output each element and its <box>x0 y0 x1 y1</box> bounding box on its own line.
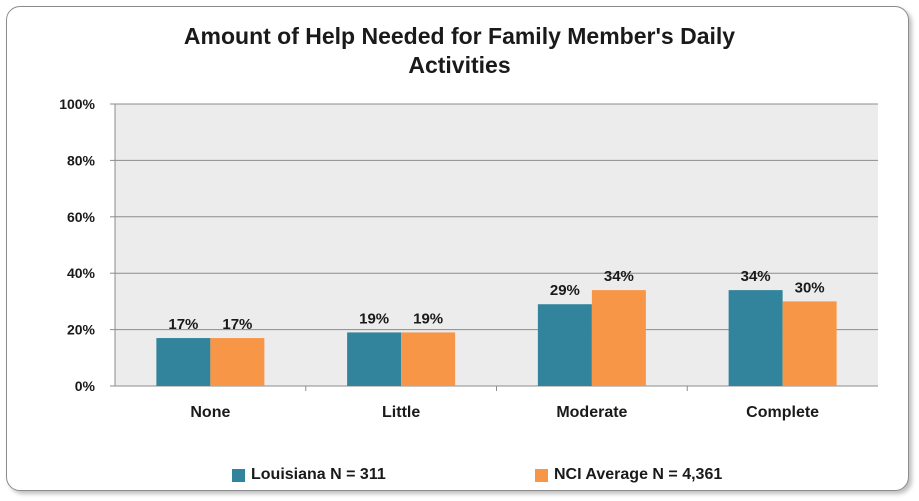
chart-title-line-2: Activities <box>408 52 511 78</box>
data-label-complete-series-1: 34% <box>741 268 771 285</box>
data-label-none-series-2: 17% <box>222 316 252 333</box>
chart-title: Amount of Help Needed for Family Member'… <box>0 22 919 80</box>
bar-none-series-1 <box>156 338 211 386</box>
y-tick-label-80: 80% <box>67 152 96 168</box>
data-label-little-series-1: 19% <box>359 310 389 327</box>
y-tick-label-100: 100% <box>59 96 95 112</box>
bar-complete-series-1 <box>728 290 783 386</box>
data-label-none-series-1: 17% <box>168 316 198 333</box>
bar-moderate-series-1 <box>537 304 592 386</box>
legend-swatch-louisiana <box>232 468 245 482</box>
category-label-complete: Complete <box>746 404 819 421</box>
category-label-none: None <box>190 404 230 421</box>
bar-complete-series-2 <box>782 301 837 386</box>
data-label-moderate-series-1: 29% <box>550 282 580 299</box>
legend: Louisiana N = 311 NCI Average N = 4,361 <box>0 466 919 488</box>
y-tick-label-20: 20% <box>67 322 96 338</box>
bar-none-series-2 <box>210 338 265 386</box>
legend-swatch-nci-average <box>535 468 548 482</box>
legend-label-nci-average: NCI Average N = 4,361 <box>554 466 723 483</box>
data-label-moderate-series-2: 34% <box>604 268 634 285</box>
data-label-complete-series-2: 30% <box>795 279 825 296</box>
legend-item-nci-average: NCI Average N = 4,361 <box>535 466 722 484</box>
y-tick-label-0: 0% <box>75 378 96 394</box>
chart-title-line-1: Amount of Help Needed for Family Member'… <box>183 23 736 49</box>
bar-moderate-series-2 <box>591 290 646 386</box>
category-label-moderate: Moderate <box>556 404 627 421</box>
bar-little-series-1 <box>347 332 402 386</box>
data-label-little-series-2: 19% <box>413 310 443 327</box>
y-tick-label-60: 60% <box>67 209 96 225</box>
legend-label-louisiana: Louisiana N = 311 <box>251 466 386 483</box>
legend-item-louisiana: Louisiana N = 311 <box>232 466 386 484</box>
bar-little-series-2 <box>401 332 456 386</box>
y-tick-label-40: 40% <box>67 265 96 281</box>
category-label-little: Little <box>382 404 420 421</box>
